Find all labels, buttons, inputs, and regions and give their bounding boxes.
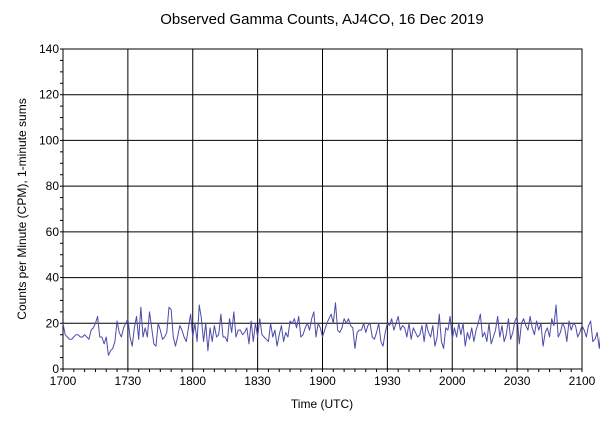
x-tick-label: 1800 — [179, 374, 206, 388]
y-axis-label: Counts per Minute (CPM), 1-minute sums — [15, 98, 29, 319]
y-tick-label: 100 — [39, 133, 59, 147]
x-tick-label: 1830 — [244, 374, 271, 388]
x-tick-labels: 1700 1730 1800 1830 1900 1930 2000 2030 2100 — [50, 374, 596, 388]
x-tick-label: 2100 — [569, 374, 596, 388]
series-line — [62, 302, 600, 356]
x-axis-label: Time (UTC) — [291, 397, 353, 411]
x-tick-label: 1900 — [309, 374, 336, 388]
series-layer — [62, 302, 600, 356]
x-tick-label: 1730 — [115, 374, 142, 388]
x-tick-label: 2030 — [504, 374, 531, 388]
y-tick-label: 20 — [46, 316, 60, 330]
x-tick-label: 1930 — [374, 374, 401, 388]
y-tick-label: 60 — [46, 225, 60, 239]
y-tick-label: 40 — [46, 271, 60, 285]
x-tick-label: 1700 — [50, 374, 77, 388]
y-tick-label: 0 — [52, 362, 59, 376]
y-tick-label: 140 — [39, 42, 59, 56]
y-tick-label: 80 — [46, 179, 60, 193]
y-tick-labels: 0 20 40 60 80 100 120 140 — [39, 42, 59, 376]
y-tick-label: 120 — [39, 88, 59, 102]
x-tick-label: 2000 — [439, 374, 466, 388]
grid — [63, 49, 582, 369]
minor-ticks — [60, 48, 583, 372]
chart-title: Observed Gamma Counts, AJ4CO, 16 Dec 201… — [160, 11, 484, 28]
